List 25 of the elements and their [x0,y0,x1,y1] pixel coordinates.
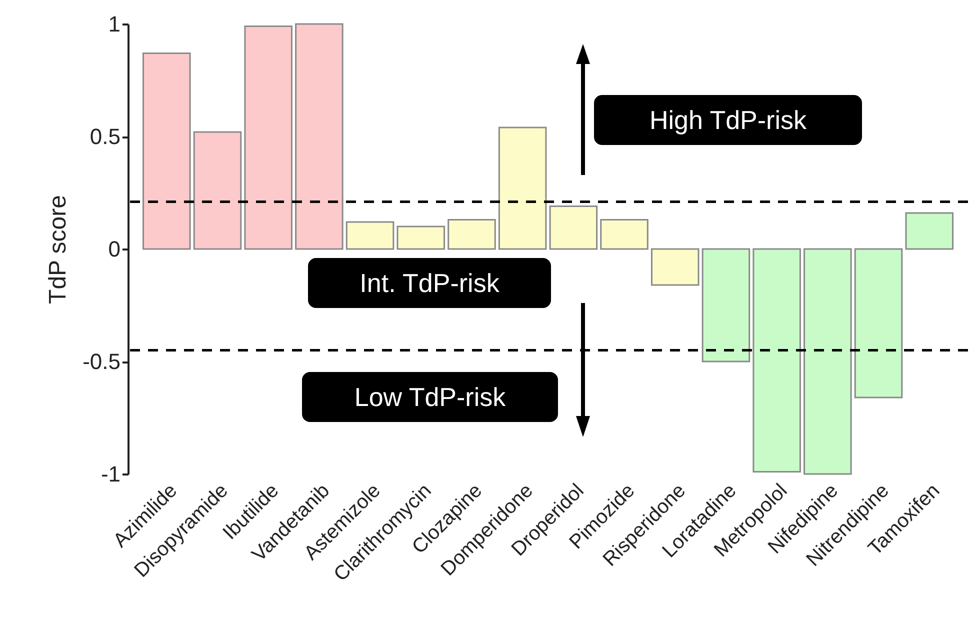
bar [244,26,292,250]
y-axis-title: TdP score [44,195,72,304]
bar [854,248,903,398]
y-tick-label: -0.5 [82,349,120,374]
bar [396,226,446,250]
bar [448,219,496,250]
bar [650,248,700,286]
bar [295,23,344,250]
bar [702,248,750,362]
label-box: Int. TdP-risk [308,258,551,308]
bar [142,52,191,250]
y-tick-label: 1 [108,12,120,36]
y-tick-label: -1 [100,462,120,486]
bar [804,248,852,475]
label-box: Low TdP-risk [302,372,558,422]
bar [600,219,648,250]
label-box: High TdP-risk [594,95,862,145]
bar [346,221,394,250]
bar [752,248,801,472]
y-tick-label: 0.5 [90,124,120,149]
bar [549,206,598,250]
bar [193,131,242,250]
bar [905,212,954,250]
bar [498,126,547,250]
y-tick-label: 0 [108,236,120,262]
